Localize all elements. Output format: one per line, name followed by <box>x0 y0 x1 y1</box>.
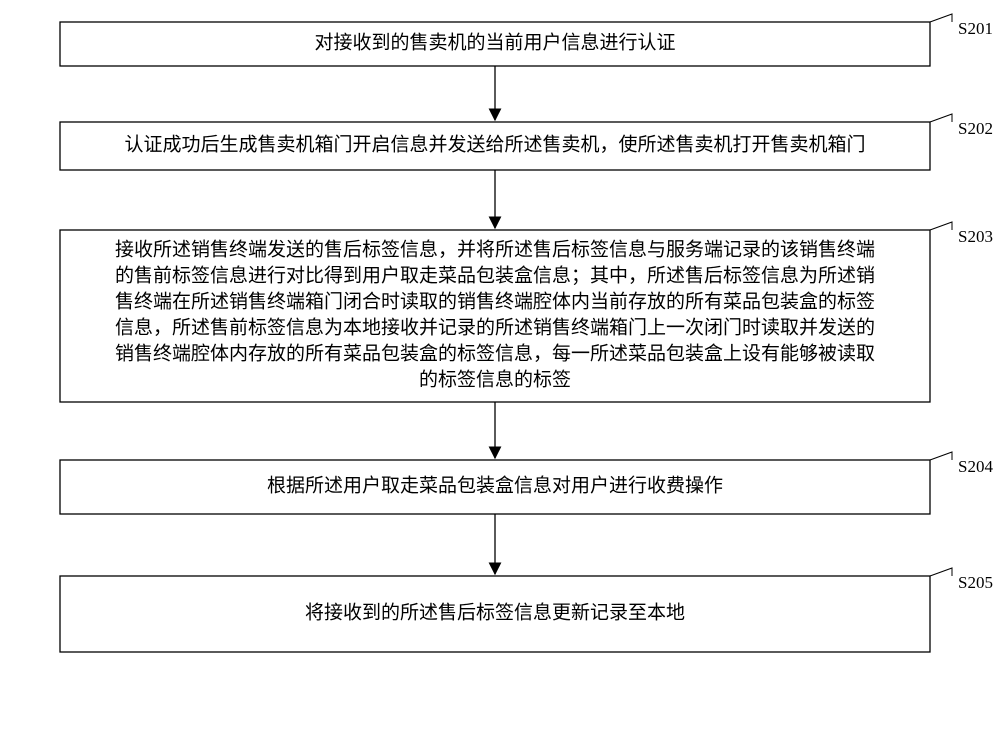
flow-step-text: 将接收到的所述售后标签信息更新记录至本地 <box>305 601 685 623</box>
step-label-bracket <box>930 452 952 460</box>
flow-step-text: 根据所述用户取走菜品包装盒信息对用户进行收费操作 <box>267 474 723 496</box>
step-label-bracket <box>930 568 952 576</box>
step-label-bracket <box>930 222 952 230</box>
flow-step-text: 认证成功后生成售卖机箱门开启信息并发送给所述售卖机，使所述售卖机打开售卖机箱门 <box>124 133 865 155</box>
step-id-label: S204 <box>958 457 993 476</box>
step-id-label: S205 <box>958 573 993 592</box>
flow-step-text: 对接收到的售卖机的当前用户信息进行认证 <box>314 31 675 53</box>
step-id-label: S203 <box>958 227 993 246</box>
flow-step-text: 接收所述销售终端发送的售后标签信息，并将所述售后标签信息与服务端记录的该销售终端… <box>115 238 875 390</box>
step-id-label: S201 <box>958 19 993 38</box>
step-id-label: S202 <box>958 119 993 138</box>
step-label-bracket <box>930 14 952 22</box>
step-label-bracket <box>930 114 952 122</box>
